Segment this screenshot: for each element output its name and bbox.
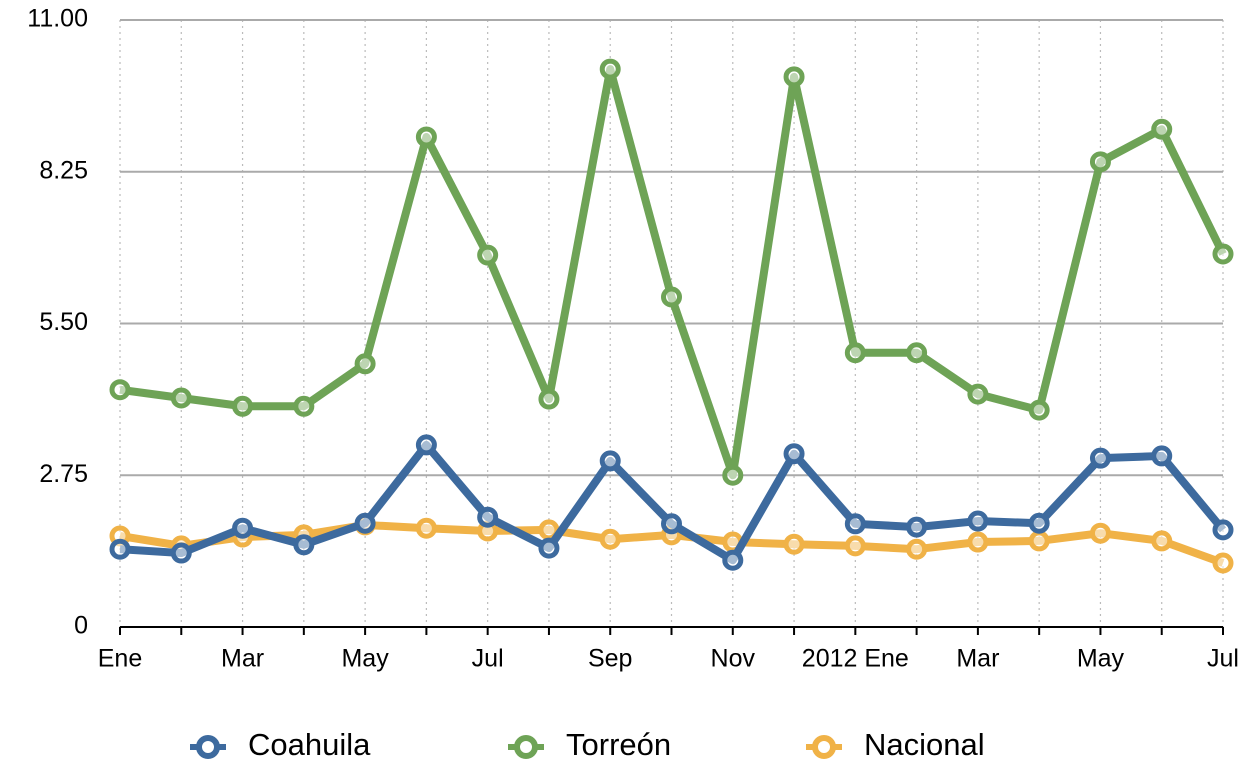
point (538, 388, 560, 410)
x-tick-label: Sep (588, 645, 632, 673)
x-tick-label: Nov (711, 645, 756, 673)
point (293, 395, 315, 417)
point (293, 534, 315, 556)
y-tick-label: 2.75 (39, 460, 88, 488)
x-tick-label: Mar (956, 645, 999, 673)
legend-marker (812, 735, 836, 759)
point (232, 395, 254, 417)
point (967, 531, 989, 553)
point (783, 66, 805, 88)
point (1151, 530, 1173, 552)
point (109, 379, 131, 401)
point (783, 443, 805, 465)
x-tick-label: May (1077, 645, 1125, 673)
point (967, 510, 989, 532)
point (661, 513, 682, 535)
x-tick-label: Mar (221, 645, 264, 673)
point (1151, 118, 1173, 140)
y-tick-label: 5.50 (39, 308, 88, 336)
point (783, 533, 805, 555)
y-tick-label: 0 (74, 612, 88, 640)
point (415, 434, 437, 456)
point (109, 538, 131, 560)
point (477, 506, 499, 528)
legend-label: Nacional (864, 727, 985, 762)
legend-label: Torreón (566, 727, 671, 762)
point (1028, 512, 1050, 534)
point (1212, 519, 1234, 541)
legend-label: Coahuila (248, 727, 371, 762)
point (1089, 522, 1111, 544)
y-tick-label: 11.00 (27, 5, 88, 33)
point (1212, 243, 1234, 265)
point (1089, 151, 1111, 173)
point (661, 286, 682, 308)
point (599, 58, 621, 80)
point (1089, 447, 1111, 469)
point (1151, 445, 1173, 467)
point (170, 542, 192, 564)
y-tick-label: 8.25 (39, 156, 88, 184)
point (844, 535, 866, 557)
legend-marker (514, 735, 538, 759)
legend-marker (196, 735, 220, 759)
point (354, 512, 376, 534)
point (538, 537, 560, 559)
point (477, 244, 499, 266)
point (722, 464, 744, 486)
point (906, 342, 928, 364)
point (722, 549, 744, 571)
point (844, 342, 866, 364)
point (906, 516, 928, 538)
x-tick-label: Ene (98, 645, 142, 673)
point (232, 517, 254, 539)
point (599, 450, 621, 472)
x-tick-label: May (341, 645, 389, 673)
point (599, 528, 621, 550)
x-tick-label: Jul (1207, 645, 1239, 673)
point (170, 387, 192, 409)
point (967, 383, 989, 405)
point (844, 513, 866, 535)
point (906, 538, 928, 560)
point (354, 353, 376, 375)
point (415, 126, 437, 148)
point (1212, 552, 1234, 574)
point (1028, 530, 1050, 552)
point (415, 517, 437, 539)
x-tick-label: 2012 Ene (802, 645, 909, 673)
x-tick-label: Jul (472, 645, 504, 673)
point (1028, 399, 1050, 421)
